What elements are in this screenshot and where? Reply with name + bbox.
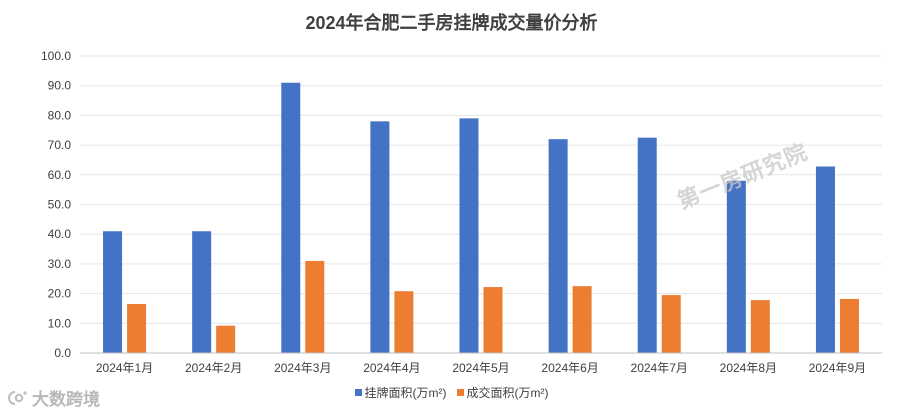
- y-tick-label: 60.0: [48, 168, 72, 182]
- bar-listing: [637, 137, 657, 353]
- x-axis-ticks: 2024年1月 2024年2月 2024年3月 2024年4月 2024年5月 2024年…: [96, 361, 866, 375]
- y-tick-label: 100.0: [41, 49, 71, 63]
- legend-label-listing: 挂牌面积(万m²): [364, 386, 447, 400]
- x-tick-label: 2024年9月: [809, 361, 866, 375]
- bar-listing: [103, 231, 123, 353]
- bar-deal: [127, 303, 147, 353]
- y-tick-label: 50.0: [48, 198, 72, 212]
- logo-text: 大数跨境: [32, 390, 100, 409]
- bar-listing: [815, 166, 835, 353]
- bars: [103, 82, 859, 354]
- x-tick-label: 2024年2月: [185, 361, 242, 375]
- y-tick-label: 90.0: [48, 79, 72, 93]
- legend-item-deal: 成交面积(万m²): [456, 384, 549, 401]
- bar-listing: [726, 180, 746, 353]
- y-tick-label: 0.0: [54, 346, 71, 360]
- bar-listing: [192, 231, 212, 353]
- legend-swatch-deal: [456, 389, 464, 396]
- x-tick-label: 2024年1月: [96, 361, 153, 375]
- bar-deal: [750, 300, 770, 353]
- bar-listing: [459, 118, 479, 354]
- bar-deal: [305, 260, 325, 353]
- bar-deal: [839, 298, 859, 353]
- gridlines: [80, 55, 882, 324]
- y-tick-label: 40.0: [48, 227, 72, 241]
- chart-title: 2024年合肥二手房挂牌成交量价分析: [305, 13, 598, 33]
- legend-label-deal: 成交面积(万m²): [466, 386, 549, 400]
- bar-deal: [572, 286, 592, 353]
- legend: 挂牌面积(万m²) 成交面积(万m²): [0, 384, 903, 401]
- bar-listing: [370, 121, 390, 353]
- bar-listing: [548, 139, 568, 353]
- bar-deal: [216, 325, 236, 353]
- x-tick-label: 2024年5月: [452, 361, 509, 375]
- bar-deal: [661, 295, 681, 353]
- legend-swatch-listing: [354, 389, 362, 396]
- logo: 大数跨境: [6, 385, 100, 410]
- x-tick-label: 2024年8月: [720, 361, 777, 375]
- x-tick-label: 2024年3月: [274, 361, 331, 375]
- x-tick-label: 2024年4月: [363, 361, 420, 375]
- logo-mark-icon: [6, 389, 28, 407]
- bar-listing: [281, 82, 301, 353]
- bar-deal: [483, 287, 503, 353]
- y-tick-label: 70.0: [48, 138, 72, 152]
- y-tick-label: 10.0: [48, 316, 72, 330]
- y-axis-ticks: 0.0 10.0 20.0 30.0 40.0 50.0 60.0 70.0 80.0 90.0 1…: [41, 49, 71, 360]
- x-tick-label: 2024年6月: [541, 361, 598, 375]
- bar-deal: [394, 291, 414, 353]
- x-tick-label: 2024年7月: [631, 361, 688, 375]
- legend-item-listing: 挂牌面积(万m²): [354, 384, 447, 401]
- y-tick-label: 30.0: [48, 257, 72, 271]
- y-tick-label: 20.0: [48, 287, 72, 301]
- y-tick-label: 80.0: [48, 108, 72, 122]
